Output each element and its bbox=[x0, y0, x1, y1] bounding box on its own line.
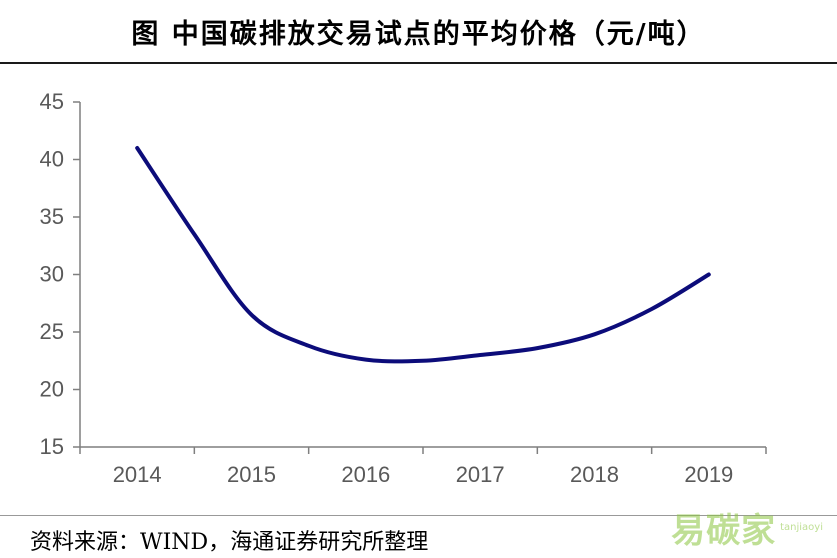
watermark-subtext: tanjiaoyi bbox=[780, 522, 823, 533]
source-text: 资料来源：WIND，海通证券研究所整理 bbox=[30, 530, 429, 555]
y-tick-label: 45 bbox=[40, 89, 64, 114]
x-axis-ticks: 2014 2015 2016 2017 2018 2019 bbox=[79, 447, 767, 487]
source-note: 资料来源：WIND，海通证券研究所整理 bbox=[0, 515, 837, 558]
x-tick-label: 2015 bbox=[227, 462, 276, 487]
series-group bbox=[135, 146, 711, 364]
x-tick-label: 2019 bbox=[684, 462, 733, 487]
y-tick-label: 35 bbox=[40, 204, 64, 229]
x-tick-label: 2016 bbox=[341, 462, 390, 487]
y-tick-label: 20 bbox=[40, 377, 64, 402]
y-tick-label: 40 bbox=[40, 147, 64, 172]
chart-axes bbox=[79, 102, 766, 448]
chart-title: 图 中国碳排放交易试点的平均价格（元/吨） bbox=[131, 18, 706, 50]
chart-title-bar: 图 中国碳排放交易试点的平均价格（元/吨） bbox=[0, 0, 837, 64]
watermark-logo: 易碳家 tanjiaoyi bbox=[671, 503, 823, 552]
x-tick-label: 2018 bbox=[570, 462, 619, 487]
y-tick-label: 30 bbox=[40, 262, 64, 287]
x-tick-label: 2014 bbox=[113, 462, 162, 487]
x-tick-label: 2017 bbox=[456, 462, 505, 487]
y-tick-label: 25 bbox=[40, 319, 64, 344]
y-tick-label: 15 bbox=[40, 434, 64, 459]
y-axis-ticks: 15 20 25 30 35 40 45 bbox=[40, 89, 80, 459]
watermark-text: 易碳家 bbox=[671, 511, 777, 551]
line-chart: 15 20 25 30 35 40 45 2014 2015 2016 2017 2018 2019 bbox=[40, 89, 767, 487]
series-line bbox=[135, 146, 711, 364]
